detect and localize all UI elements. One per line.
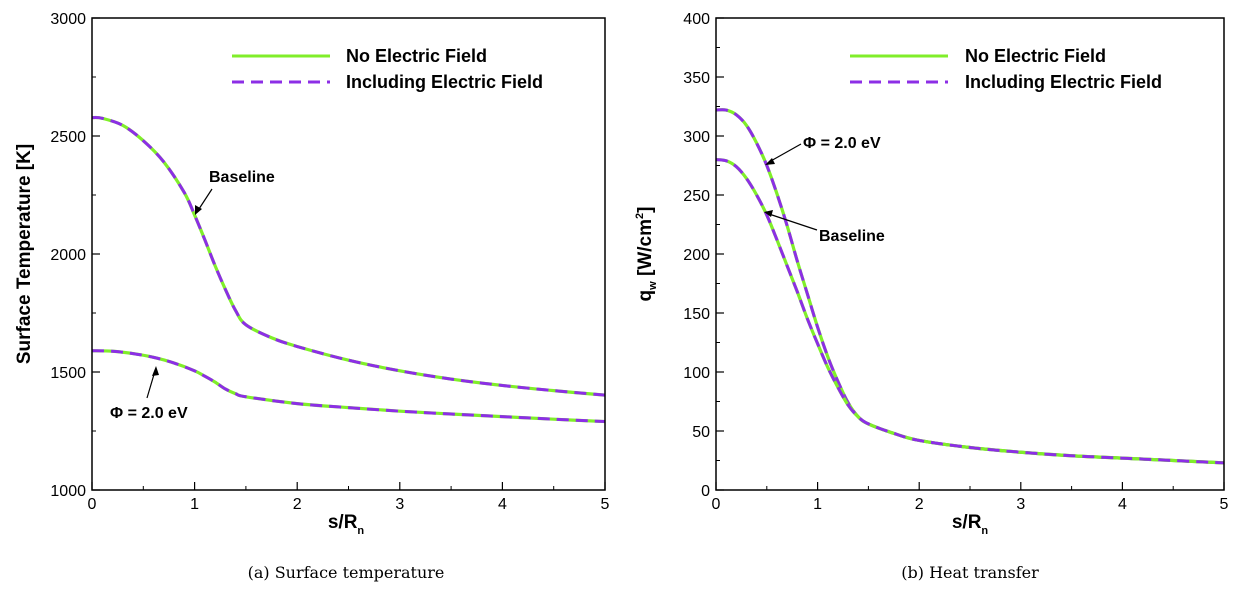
- annotation-phi-arrowhead: [765, 158, 775, 165]
- chart-a-svg: 0 1 2 3 4 5 1000 1500 2000 2500 3000 s/Rn Surface …: [14, 11, 610, 582]
- annotation-baseline-arrow: [768, 213, 818, 231]
- x-tick-label: 1: [813, 496, 822, 513]
- y-tick-label: 350: [683, 70, 710, 87]
- legend-label-no-field: No Electric Field: [965, 46, 1106, 66]
- x-tick-label: 3: [395, 496, 404, 513]
- x-tick-label: 3: [1016, 496, 1025, 513]
- annotation-phi-arrow: [768, 143, 802, 163]
- chart-a-caption: (a) Surface temperature: [248, 563, 445, 582]
- chart-a-annotations: Baseline Φ = 2.0 eV: [110, 169, 275, 422]
- x-tick-label: 0: [88, 496, 97, 513]
- chart-a-xlabel: s/Rn: [328, 512, 365, 537]
- legend-label-electric-field: Including Electric Field: [346, 72, 543, 92]
- annotation-phi: Φ = 2.0 eV: [110, 405, 188, 422]
- series-1-electric-field-line: [715, 108, 1225, 465]
- y-tick-label: 2500: [50, 129, 86, 146]
- x-tick-label: 1: [190, 496, 199, 513]
- chart-surface-temperature: 0 1 2 3 4 5 1000 1500 2000 2500 3000 s/Rn Surface …: [0, 0, 617, 588]
- y-tick-label: 200: [683, 247, 710, 264]
- x-tick-label: 2: [293, 496, 302, 513]
- series-1-no-electric-field-line: [91, 115, 606, 397]
- series-2-electric-field-line: [91, 349, 606, 424]
- chart-b-ylabel: qw [W/cm2]: [634, 207, 659, 302]
- x-tick-label: 2: [915, 496, 924, 513]
- legend-label-electric-field: Including Electric Field: [965, 72, 1162, 92]
- legend-label-no-field: No Electric Field: [346, 46, 487, 66]
- chart-b-xlabel: s/Rn: [952, 512, 989, 537]
- y-tick-label: 150: [683, 306, 710, 323]
- series-2-electric-field-line: [715, 158, 1225, 465]
- annotation-baseline: Baseline: [209, 169, 275, 186]
- chart-b-annotations: Φ = 2.0 eV Baseline: [764, 135, 885, 245]
- y-tick-label: 3000: [50, 11, 86, 28]
- chart-a-series: [91, 115, 606, 424]
- x-tick-label: 4: [498, 496, 507, 513]
- series-2-no-electric-field-line: [715, 158, 1225, 465]
- annotation-baseline-arrowhead: [195, 205, 202, 215]
- x-tick-label: 5: [601, 496, 610, 513]
- annotation-phi: Φ = 2.0 eV: [803, 135, 881, 152]
- series-1-no-electric-field-line: [715, 108, 1225, 465]
- annotation-phi-arrowhead: [152, 366, 159, 376]
- y-tick-label: 0: [701, 483, 710, 500]
- chart-a-frame: [91, 17, 606, 491]
- annotation-baseline-arrowhead: [764, 210, 773, 217]
- chart-b-legend: No Electric Field Including Electric Fie…: [850, 46, 1162, 92]
- chart-a-ylabel: Surface Temperature [K]: [14, 144, 35, 364]
- x-tick-label: 5: [1220, 496, 1229, 513]
- y-tick-label: 100: [683, 365, 710, 382]
- chart-b-frame: [715, 17, 1225, 491]
- y-tick-label: 2000: [50, 247, 86, 264]
- y-tick-label: 50: [692, 424, 710, 441]
- chart-b-series: [715, 108, 1225, 465]
- y-tick-label: 400: [683, 11, 710, 28]
- annotation-baseline: Baseline: [819, 228, 885, 245]
- x-tick-label: 0: [712, 496, 721, 513]
- y-tick-label: 1000: [50, 483, 86, 500]
- y-tick-label: 300: [683, 129, 710, 146]
- y-tick-label: 1500: [50, 365, 86, 382]
- y-tick-label: 250: [683, 188, 710, 205]
- x-tick-label: 4: [1118, 496, 1127, 513]
- chart-heat-transfer: 0 1 2 3 4 5 0 50 100 150 200 250 300 350 400 s/Rn qw […: [617, 0, 1235, 588]
- chart-b-caption: (b) Heat transfer: [901, 563, 1039, 582]
- series-1-electric-field-line: [91, 116, 606, 397]
- chart-a-legend: No Electric Field Including Electric Fie…: [232, 46, 543, 92]
